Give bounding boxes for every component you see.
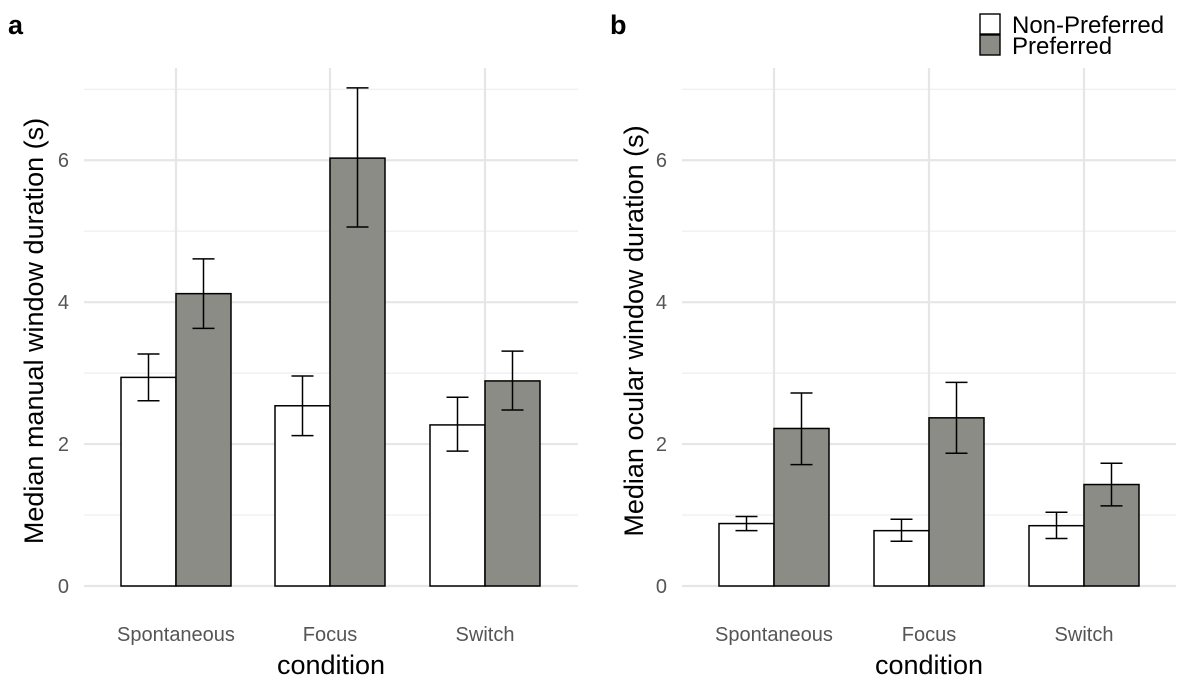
y-tick-label: 2 [656, 434, 667, 456]
x-tick-label: Switch [1055, 624, 1114, 646]
legend-label: Non-Preferred [1012, 12, 1164, 39]
x-tick-label: Switch [456, 624, 515, 646]
y-tick-label: 0 [656, 576, 667, 598]
legend-label: Preferred [1012, 33, 1112, 60]
y-axis-title: Median manual window duration (s) [19, 118, 49, 544]
x-tick-label: Spontaneous [117, 624, 235, 646]
legend-swatch [979, 13, 1001, 35]
y-tick-label: 6 [58, 150, 69, 172]
x-tick-label: Focus [902, 624, 956, 646]
bar [120, 376, 177, 587]
y-tick-label: 4 [58, 292, 69, 314]
bar [484, 380, 541, 587]
y-tick-label: 6 [656, 150, 667, 172]
x-tick-label: Spontaneous [715, 624, 833, 646]
x-axis-title: condition [875, 650, 983, 677]
y-tick-label: 2 [58, 434, 69, 456]
x-tick-label: Focus [303, 624, 357, 646]
y-tick-label: 4 [656, 292, 667, 314]
bar [175, 292, 232, 587]
x-axis-title: condition [277, 650, 385, 677]
bar [329, 157, 386, 587]
y-axis-title: Median ocular window duration (s) [619, 125, 649, 536]
legend-swatch [979, 34, 1001, 56]
bar [718, 522, 775, 587]
y-tick-label: 0 [58, 576, 69, 598]
panel-label: b [610, 10, 627, 40]
panel-label: a [8, 10, 24, 40]
